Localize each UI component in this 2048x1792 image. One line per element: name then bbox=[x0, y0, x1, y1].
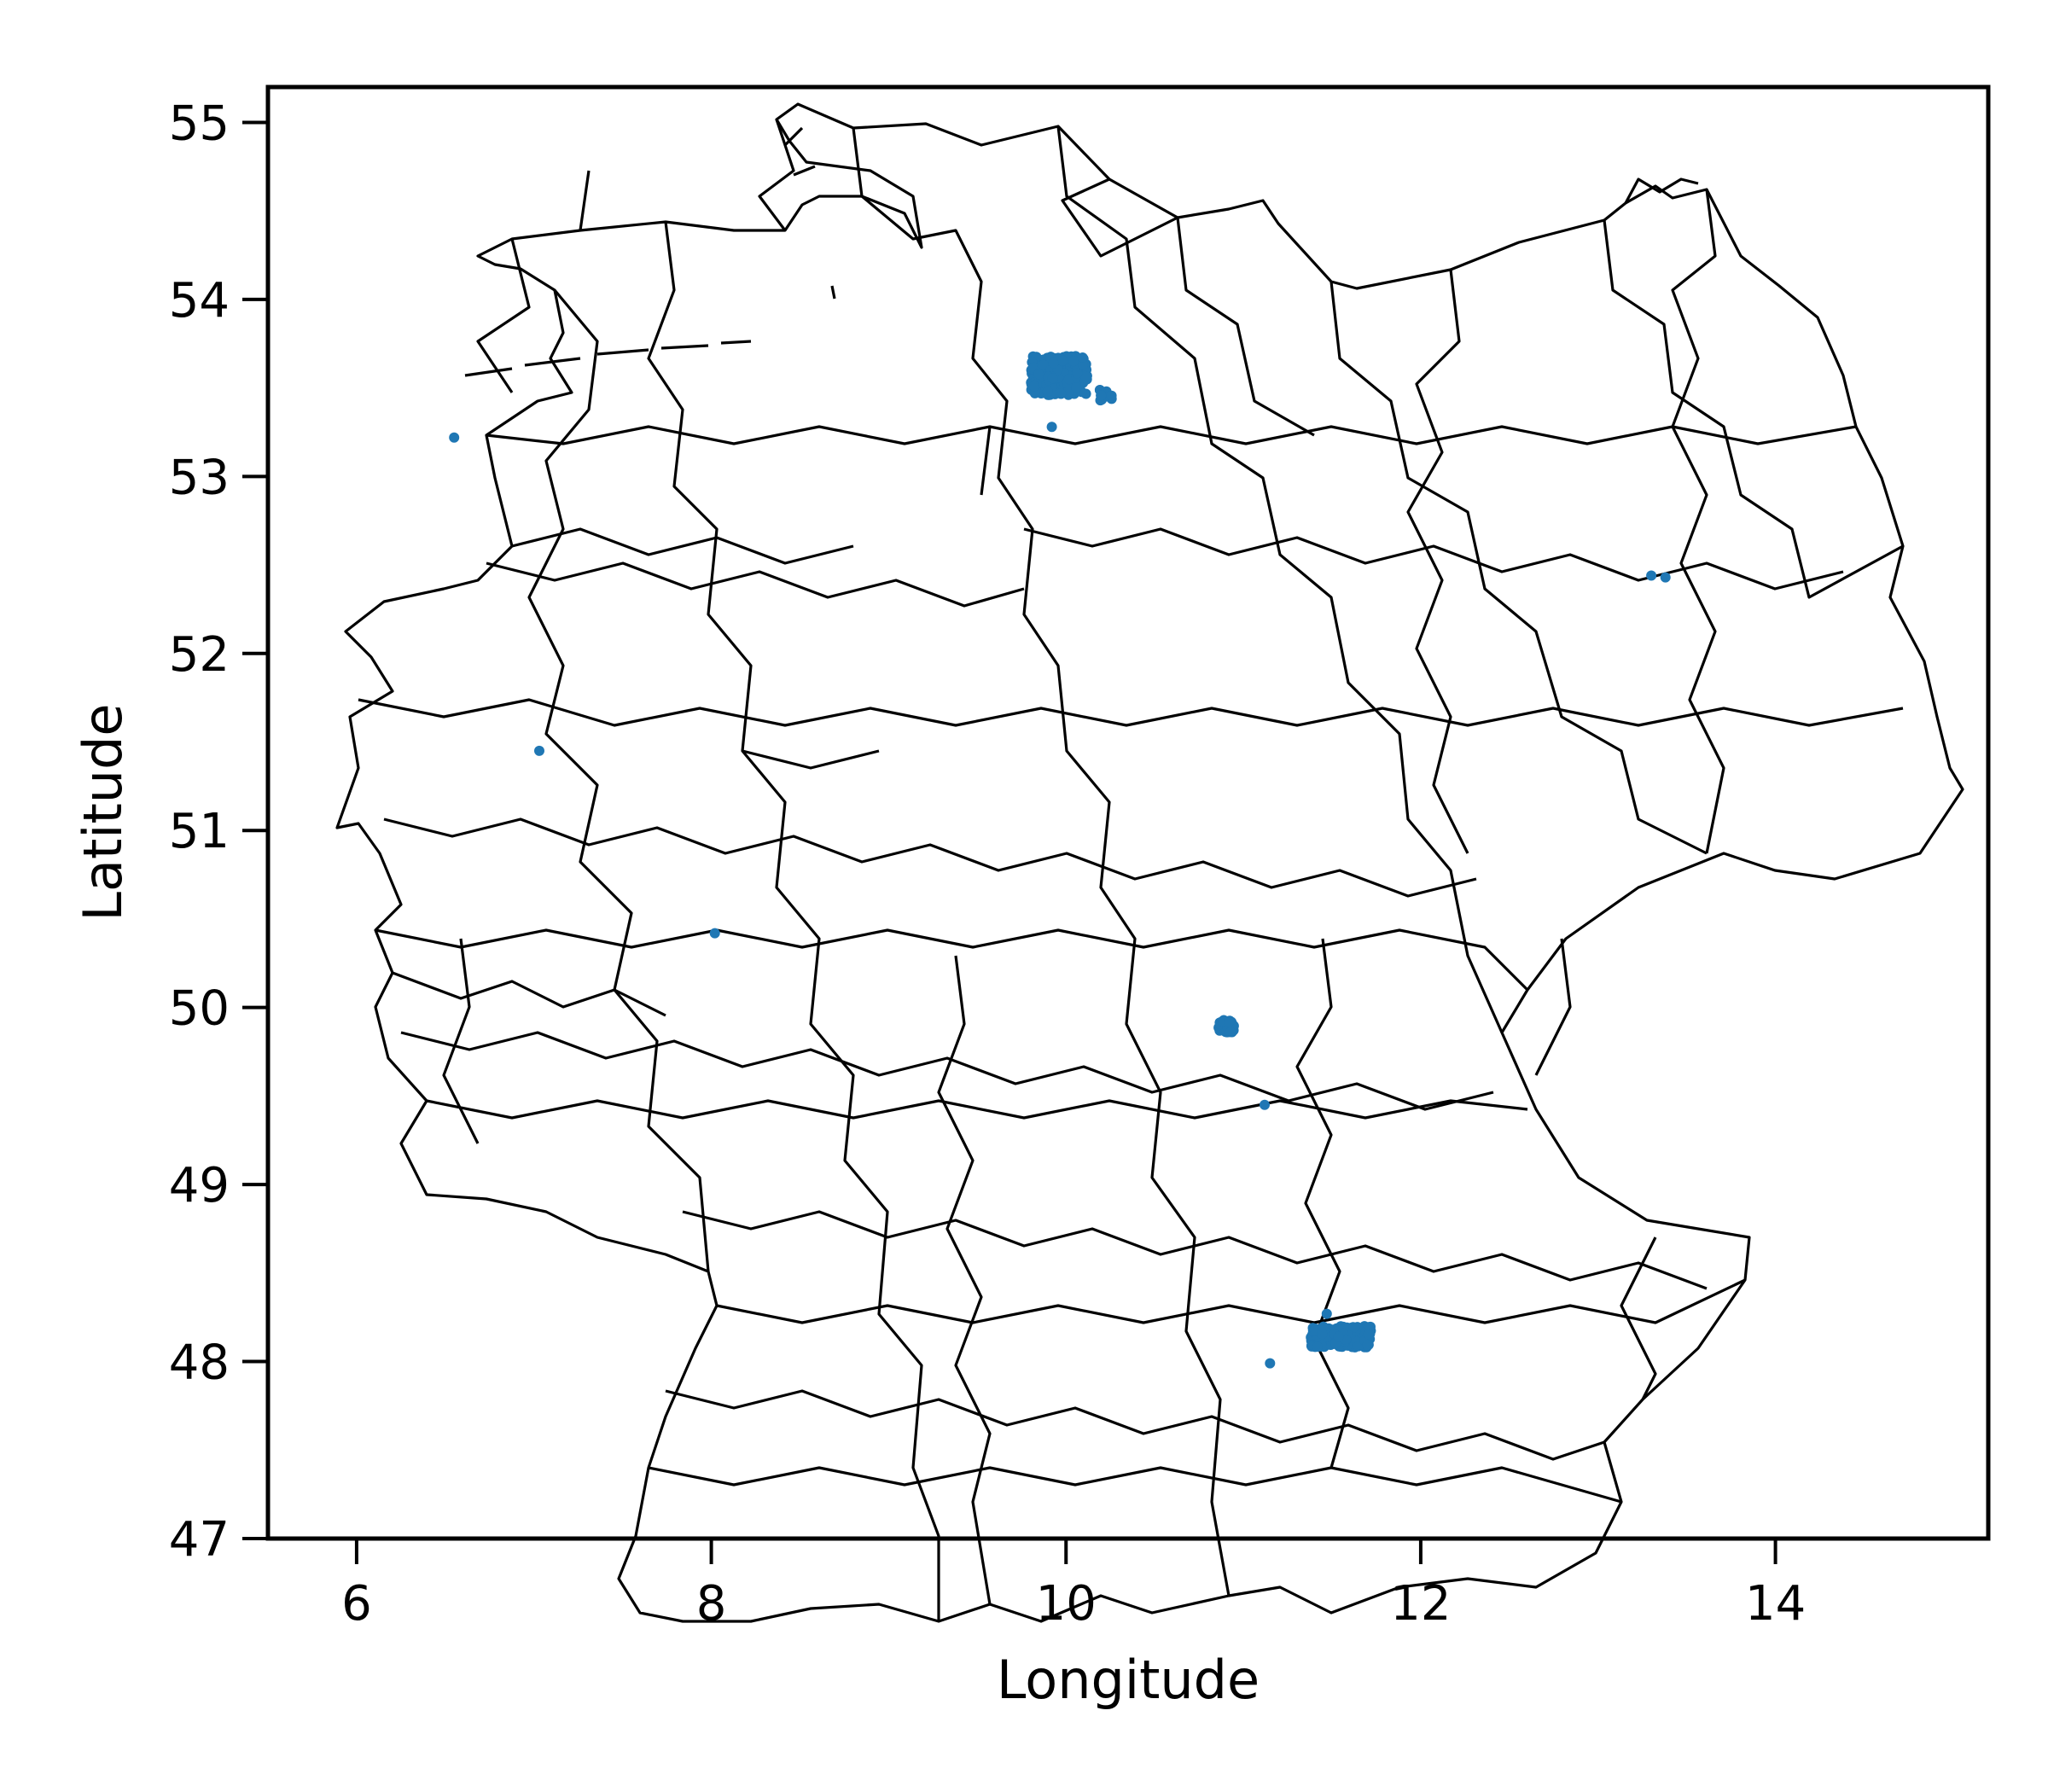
data-point bbox=[1260, 1099, 1270, 1110]
data-point bbox=[1042, 386, 1053, 397]
y-tick-label: 53 bbox=[169, 450, 230, 505]
data-point bbox=[1312, 1341, 1323, 1353]
data-point bbox=[1333, 1331, 1344, 1342]
x-tick-label: 8 bbox=[696, 1576, 727, 1632]
data-point bbox=[709, 928, 720, 939]
data-point bbox=[1071, 382, 1082, 393]
x-tick-label: 10 bbox=[1036, 1576, 1097, 1632]
country-outline bbox=[335, 102, 1964, 1623]
data-point bbox=[1068, 356, 1079, 367]
x-tick-label: 12 bbox=[1390, 1576, 1451, 1632]
data-point bbox=[1048, 358, 1059, 369]
data-point bbox=[1072, 368, 1083, 379]
x-tick-label: 14 bbox=[1745, 1576, 1806, 1632]
data-point bbox=[1321, 1308, 1332, 1319]
data-point bbox=[1033, 369, 1044, 380]
y-axis-label: Latitude bbox=[72, 703, 134, 921]
data-point bbox=[1039, 359, 1049, 370]
y-tick-label: 52 bbox=[169, 627, 230, 683]
y-axis-ticks: 47 48 49 50 51 52 53 54 55 bbox=[169, 96, 268, 1568]
y-tick-label: 55 bbox=[169, 96, 230, 151]
data-point bbox=[1224, 1016, 1235, 1027]
data-point bbox=[1096, 390, 1107, 401]
data-point bbox=[1079, 370, 1091, 381]
data-point bbox=[1348, 1322, 1359, 1333]
y-tick-label: 54 bbox=[169, 273, 230, 329]
data-point bbox=[1363, 1329, 1374, 1340]
data-point bbox=[1077, 352, 1088, 363]
district-borders bbox=[358, 119, 1904, 1621]
x-axis-ticks: 6 8 10 12 14 bbox=[341, 1539, 1806, 1632]
data-point bbox=[1106, 390, 1117, 401]
data-point bbox=[449, 432, 460, 443]
data-point bbox=[1047, 373, 1058, 384]
data-point bbox=[1028, 381, 1039, 392]
x-axis-label: Longitude bbox=[997, 1649, 1260, 1711]
data-point bbox=[1225, 1027, 1236, 1038]
y-tick-label: 50 bbox=[169, 981, 230, 1037]
y-tick-label: 47 bbox=[169, 1512, 230, 1568]
district-boundaries-map bbox=[335, 102, 1964, 1623]
data-point bbox=[1362, 1340, 1373, 1351]
data-point bbox=[1317, 1329, 1328, 1340]
data-point bbox=[1057, 355, 1068, 366]
data-point bbox=[1056, 388, 1067, 399]
y-tick-label: 51 bbox=[169, 804, 230, 859]
y-tick-label: 48 bbox=[169, 1335, 230, 1391]
data-point bbox=[1265, 1358, 1276, 1369]
data-point bbox=[1646, 570, 1657, 581]
data-point bbox=[1660, 572, 1671, 583]
north-sea-islands bbox=[464, 126, 1699, 377]
data-point bbox=[534, 745, 544, 756]
x-tick-label: 6 bbox=[341, 1576, 372, 1632]
scatter-points bbox=[449, 351, 1671, 1369]
axes-frame bbox=[265, 84, 1991, 1541]
data-point bbox=[1046, 422, 1057, 433]
y-tick-label: 49 bbox=[169, 1158, 230, 1213]
